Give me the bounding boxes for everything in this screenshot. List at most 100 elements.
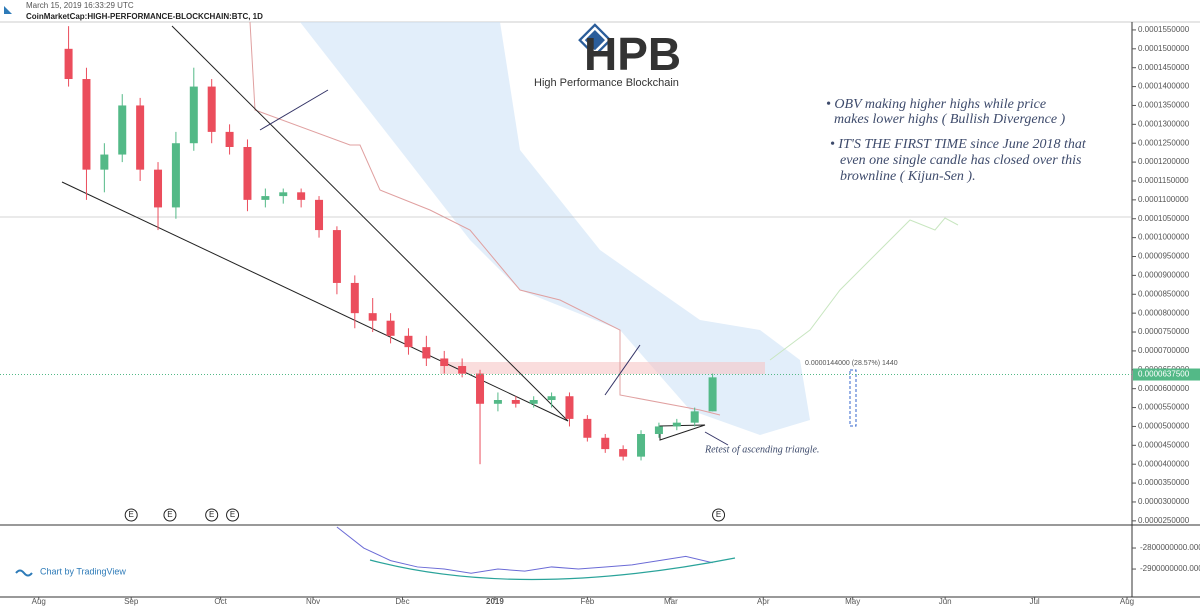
y-tick-label: 0.0000300000 bbox=[1138, 497, 1190, 506]
candle-body bbox=[440, 358, 449, 367]
y-tick-label: 0.0001200000 bbox=[1138, 157, 1190, 166]
candle-body bbox=[529, 400, 538, 404]
y-tick-label: 0.0000550000 bbox=[1138, 403, 1190, 412]
candle-body bbox=[476, 373, 485, 404]
candle-body bbox=[136, 105, 145, 170]
lagging-span bbox=[769, 217, 959, 361]
y-tick-label: 0.0000400000 bbox=[1138, 459, 1190, 468]
candle-body bbox=[64, 48, 73, 80]
candle-body bbox=[261, 196, 270, 200]
candle-body bbox=[279, 192, 288, 197]
candle-body bbox=[315, 199, 324, 231]
annotation: • OBV making higher highs while price bbox=[826, 97, 1046, 112]
x-tick-label: Aug bbox=[32, 597, 46, 606]
candle-body bbox=[154, 169, 163, 208]
y-tick-label: 0.0001400000 bbox=[1138, 82, 1190, 91]
candle-body bbox=[619, 449, 628, 457]
brand[interactable]: Chart by TradingView bbox=[40, 566, 126, 576]
candle-body bbox=[708, 377, 717, 412]
candle-body bbox=[637, 433, 646, 457]
y-tick-label: 0.0001550000 bbox=[1138, 25, 1190, 34]
timestamp: March 15, 2019 16:33:29 UTC bbox=[26, 1, 134, 10]
event-marker bbox=[163, 508, 177, 522]
x-tick-label: May bbox=[845, 597, 860, 606]
annotation: brownline ( Kijun-Sen ). bbox=[840, 169, 976, 184]
candle-body bbox=[207, 86, 216, 132]
candle-body bbox=[189, 86, 198, 144]
obv-tick-label: -2900000000.0000 bbox=[1140, 564, 1200, 573]
y-tick-label: 0.0000950000 bbox=[1138, 252, 1190, 261]
arrow bbox=[604, 344, 641, 396]
obv-line bbox=[336, 526, 713, 574]
event-marker bbox=[712, 508, 726, 522]
y-tick-label: 0.0001250000 bbox=[1138, 138, 1190, 147]
y-tick-label: 0.0000500000 bbox=[1138, 422, 1190, 431]
last-price-label: 0.0000637500 bbox=[1138, 370, 1190, 379]
candle-body bbox=[350, 282, 359, 314]
candle-body bbox=[404, 335, 413, 348]
candle-body bbox=[493, 400, 502, 404]
x-tick-label: Aug bbox=[1120, 597, 1134, 606]
y-tick-label: 0.0001500000 bbox=[1138, 44, 1190, 53]
y-tick-label: 0.0001300000 bbox=[1138, 119, 1190, 128]
candle-body bbox=[368, 313, 377, 321]
kumo-cloud bbox=[300, 22, 810, 435]
brand-icon bbox=[15, 569, 33, 577]
candle-body bbox=[690, 411, 699, 423]
y-tick-label: 0.0001350000 bbox=[1138, 101, 1190, 110]
logo-mark: ◈ bbox=[578, 13, 612, 62]
x-tick-label: Nov bbox=[306, 597, 320, 606]
kijun-line bbox=[249, 21, 721, 416]
candle-body bbox=[547, 396, 556, 401]
y-tick-label: 0.0000900000 bbox=[1138, 270, 1190, 279]
candle-body bbox=[601, 437, 610, 450]
x-tick-label: Jul bbox=[1029, 597, 1039, 606]
obv-tick-label: -2800000000.0000 bbox=[1140, 543, 1200, 552]
zone bbox=[440, 362, 765, 374]
event-label: E bbox=[129, 510, 134, 519]
x-tick-label: Feb bbox=[580, 597, 594, 606]
y-tick-label: 0.0001150000 bbox=[1138, 176, 1189, 185]
event-label: E bbox=[230, 510, 235, 519]
y-tick-label: 0.0001450000 bbox=[1138, 63, 1190, 72]
event-marker bbox=[124, 508, 138, 522]
candle-body bbox=[297, 192, 306, 200]
y-tick-label: 0.0000750000 bbox=[1138, 327, 1190, 336]
candle-body bbox=[511, 400, 520, 404]
y-tick-label: 0.0000800000 bbox=[1138, 308, 1190, 317]
symbol: CoinMarketCap:HIGH-PERFORMANCE-BLOCKCHAI… bbox=[26, 12, 263, 21]
y-tick-label: 0.0000700000 bbox=[1138, 346, 1190, 355]
y-tick-label: 0.0000250000 bbox=[1138, 516, 1190, 525]
logo-tagline: High Performance Blockchain bbox=[534, 77, 679, 89]
obv-curve bbox=[369, 557, 736, 581]
y-tick-label: 0.0000350000 bbox=[1138, 478, 1190, 487]
candle-body bbox=[332, 230, 341, 283]
event-label: E bbox=[209, 510, 214, 519]
candle-body bbox=[422, 347, 431, 359]
candle-body bbox=[672, 422, 681, 427]
candle-body bbox=[171, 143, 180, 208]
candle-body bbox=[565, 396, 574, 419]
measure-label: 0.0000144000 (28.57%) 1440 bbox=[805, 360, 898, 367]
y-tick-label: 0.0000850000 bbox=[1138, 289, 1190, 298]
annotation: Retest of ascending triangle. bbox=[704, 444, 819, 455]
candle-body bbox=[118, 105, 127, 155]
candle-body bbox=[458, 366, 467, 374]
candle-body bbox=[386, 320, 395, 336]
y-tick-label: 0.0000450000 bbox=[1138, 440, 1190, 449]
event-label: E bbox=[716, 510, 721, 519]
logo-name: HPB bbox=[584, 28, 681, 80]
candle-body bbox=[82, 79, 91, 170]
x-tick-label: Apr bbox=[757, 597, 770, 606]
x-tick-label: Dec bbox=[395, 597, 409, 606]
last-price-box bbox=[1133, 368, 1200, 381]
candle-body bbox=[243, 146, 252, 200]
arrow bbox=[704, 431, 729, 446]
annotation: even one single candle has closed over t… bbox=[840, 153, 1082, 168]
event-marker bbox=[226, 508, 240, 522]
y-tick-label: 0.0000600000 bbox=[1138, 384, 1190, 393]
candle-body bbox=[225, 131, 234, 147]
y-tick-label: 0.0001000000 bbox=[1138, 233, 1190, 242]
trend-line bbox=[171, 25, 569, 422]
candle-body bbox=[654, 426, 663, 434]
